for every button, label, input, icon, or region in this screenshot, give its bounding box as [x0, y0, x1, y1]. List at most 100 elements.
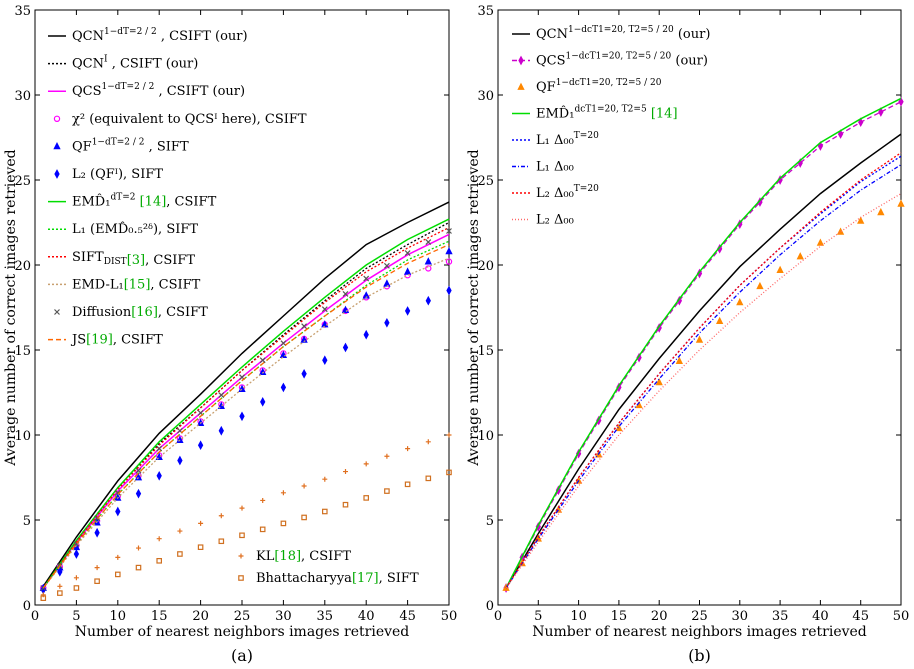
- data-point: [857, 216, 865, 224]
- data-point: [238, 553, 244, 559]
- data-point: [218, 513, 224, 519]
- y-axis-title: Average number of correct images retriev…: [3, 149, 19, 466]
- series-line: [505, 152, 902, 589]
- series-4: [39, 247, 453, 591]
- x-tick-label: 50: [441, 609, 458, 624]
- legend-label: EMD̂₁dcT1=20, T2=5 [14]: [536, 105, 678, 122]
- data-point: [259, 357, 266, 364]
- data-point: [446, 285, 452, 296]
- data-point: [280, 490, 286, 496]
- data-point: [94, 565, 100, 571]
- data-point: [776, 265, 784, 273]
- y-tick-label: 30: [477, 89, 494, 104]
- legend-label: EMD̂₁dT=2 [14], CSIFT: [72, 193, 217, 210]
- data-point: [425, 295, 431, 306]
- series-8: [42, 227, 450, 589]
- x-tick-label: 5: [534, 609, 542, 624]
- data-point: [322, 355, 328, 366]
- legend-label: Diffusion[16], CSIFT: [72, 305, 208, 320]
- data-point: [636, 352, 642, 363]
- series-5: [505, 164, 902, 589]
- data-point: [425, 239, 432, 245]
- y-tick-label: 10: [14, 429, 31, 444]
- data-point: [260, 497, 266, 503]
- data-point: [218, 425, 224, 436]
- legend-label: QCN1−dT=2 / 2 , CSIFT (our): [72, 27, 248, 44]
- series-line: [42, 201, 450, 587]
- data-point: [425, 439, 431, 445]
- data-point: [198, 520, 204, 526]
- data-point: [301, 323, 308, 330]
- legend-label: QCS1−dcT1=20, T2=5 / 20 (our): [536, 52, 708, 69]
- legend-entry: L₂ (QFᴵ), SIFT: [54, 167, 163, 182]
- data-point: [57, 590, 63, 596]
- legend-label: JS[19], CSIFT: [70, 333, 163, 348]
- x-tick-label: 25: [691, 609, 708, 624]
- data-point: [343, 469, 348, 475]
- chart-panel-a: 0 5 10 15 20 25 30 35 40 45 5005101520253035Number…: [3, 4, 457, 665]
- data-point: [575, 448, 582, 459]
- data-point: [156, 557, 163, 564]
- data-point: [737, 219, 743, 230]
- data-point: [445, 258, 453, 265]
- data-point: [518, 55, 524, 66]
- legend-label: L₁ Δ₀₀T=20: [536, 131, 599, 148]
- data-point: [115, 506, 121, 517]
- data-point: [517, 82, 525, 90]
- data-point: [384, 317, 390, 328]
- data-point: [404, 250, 411, 257]
- y-tick-label: 15: [14, 344, 31, 359]
- legend-label: L₂ Δ₀₀: [536, 213, 574, 228]
- data-point: [425, 265, 432, 272]
- data-point: [342, 501, 349, 508]
- x-tick-label: 0: [494, 609, 502, 624]
- data-point: [424, 257, 432, 265]
- data-point: [57, 583, 63, 589]
- data-point: [384, 453, 390, 459]
- legend-entry: QF1−dT=2 / 2 , SIFT: [53, 137, 189, 154]
- data-point: [218, 392, 225, 398]
- data-point: [404, 481, 411, 488]
- legend-entry: QCN1−dT=2 / 2 , CSIFT (our): [48, 27, 248, 44]
- x-tick-label: 15: [611, 609, 628, 624]
- series-line: [42, 240, 450, 589]
- data-point: [135, 467, 142, 474]
- data-point: [877, 207, 885, 216]
- legend-entry: EMD̂₁dcT1=20, T2=5 [14]: [512, 105, 678, 122]
- y-tick-label: 35: [477, 4, 494, 19]
- data-point: [114, 571, 121, 578]
- series-line: [42, 244, 450, 589]
- legend-entry: QCS1−dcT1=20, T2=5 / 20 (our): [512, 52, 708, 69]
- data-point: [404, 306, 411, 316]
- data-point: [53, 142, 61, 150]
- data-point: [40, 595, 47, 602]
- x-tick-label: 45: [399, 609, 416, 624]
- data-point: [363, 275, 370, 282]
- data-point: [280, 382, 287, 393]
- legend-label: χ² (equivalent to QCSᴵ here), CSIFT: [72, 112, 307, 127]
- y-tick-label: 25: [14, 174, 31, 189]
- legend-label: QF1−dT=2 / 2 , SIFT: [72, 137, 189, 154]
- data-point: [716, 316, 724, 324]
- plot-frame: [497, 9, 902, 606]
- data-point: [53, 115, 61, 123]
- series-5: [40, 285, 452, 595]
- data-point: [177, 528, 183, 534]
- panel-label: (a): [231, 646, 253, 665]
- legend-entry: L₁ (EMD̂₀.₅²ᵟ), SIFT: [48, 221, 198, 237]
- data-point: [898, 96, 904, 107]
- x-tick-label: 30: [275, 609, 292, 624]
- data-point: [796, 252, 804, 260]
- series-line: [505, 101, 902, 589]
- x-axis-title: Number of nearest neighbors images retri…: [75, 624, 410, 640]
- x-axis-title: Number of nearest neighbors images retri…: [532, 624, 867, 640]
- y-tick-label: 20: [14, 259, 31, 274]
- data-point: [54, 309, 60, 315]
- y-tick-label: 5: [23, 514, 31, 529]
- series-line: [42, 218, 450, 589]
- legend-label: KL[18], CSIFT: [256, 549, 351, 564]
- data-point: [239, 411, 245, 422]
- legend-label: L₂ Δ₀₀T=20: [536, 184, 599, 201]
- series-line: [42, 227, 450, 589]
- x-tick-label: 40: [812, 609, 829, 624]
